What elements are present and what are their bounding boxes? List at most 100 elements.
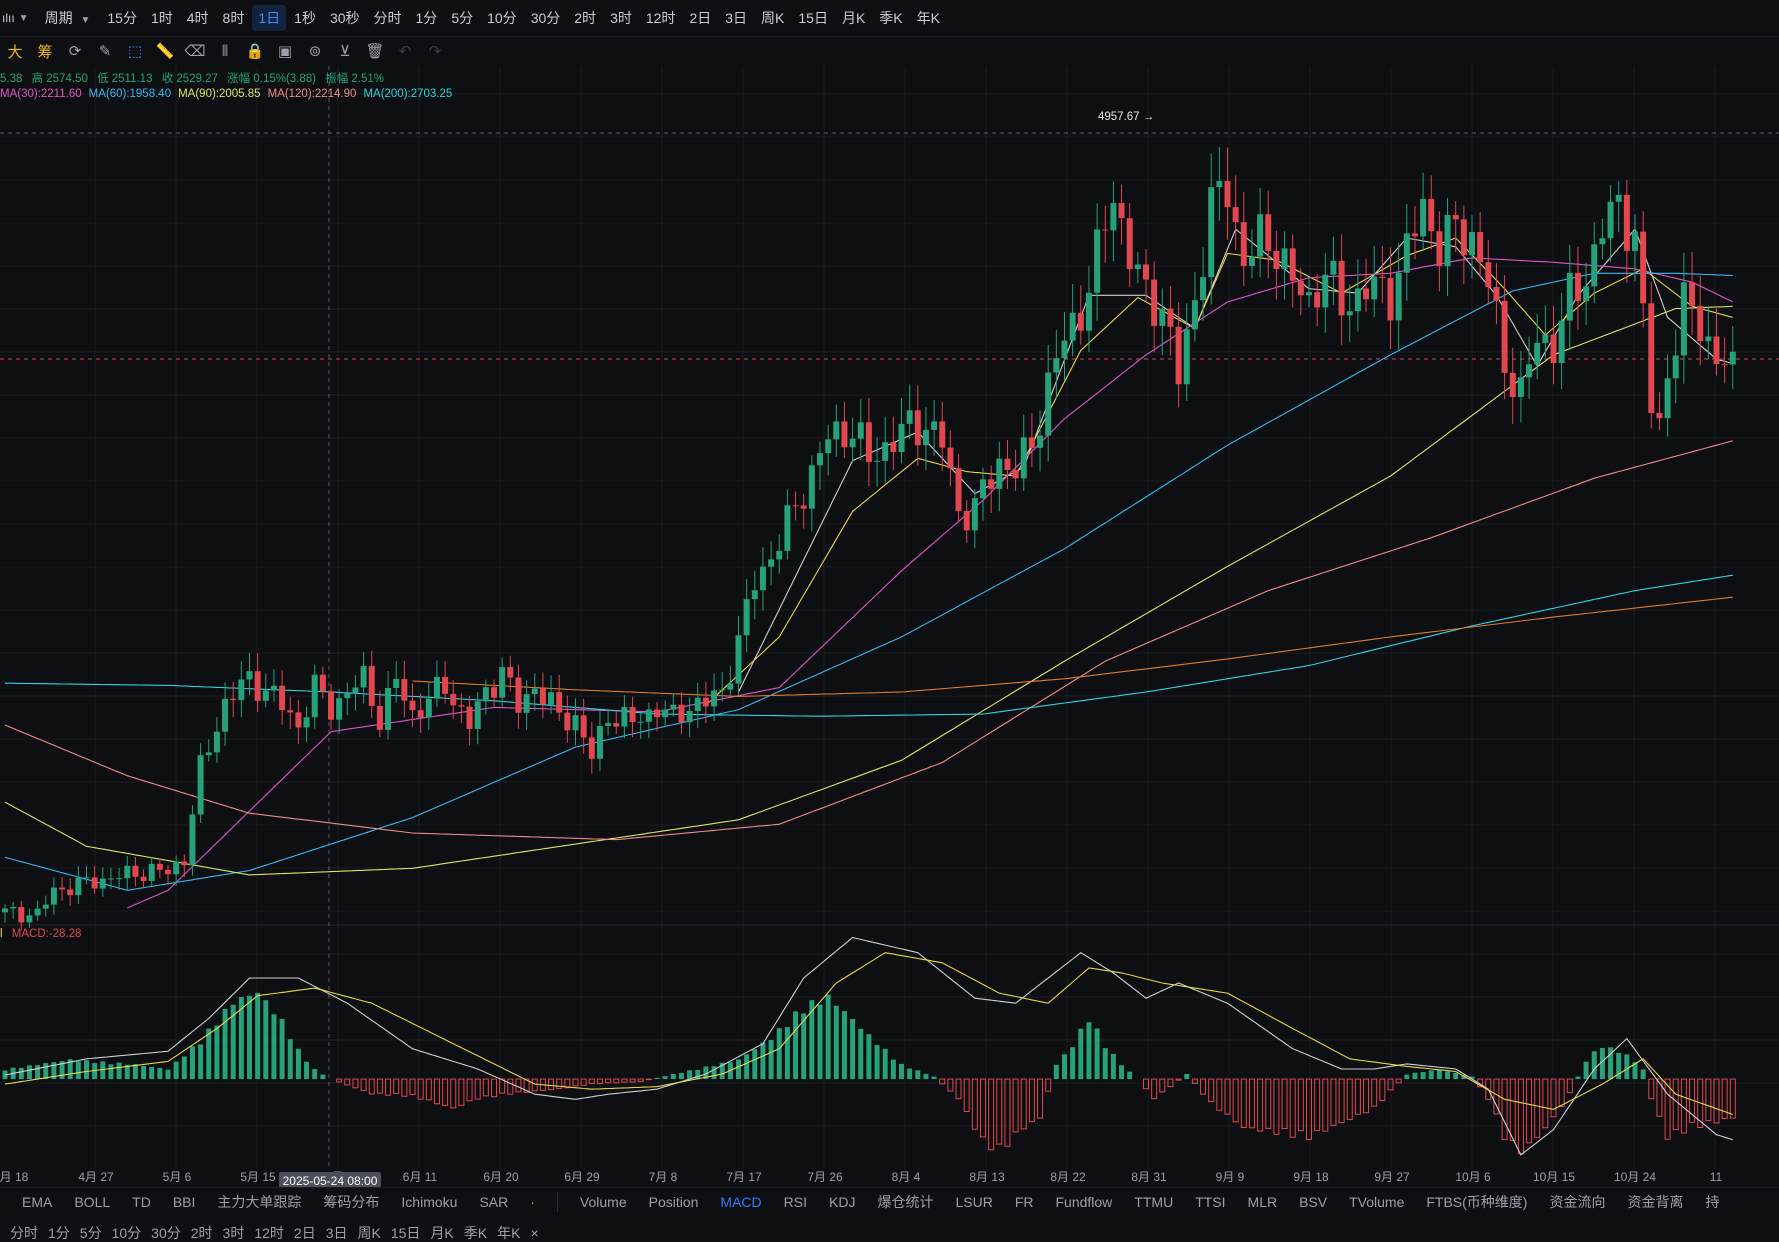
bottom-timeframe-5[interactable]: 2时 (190, 1225, 213, 1241)
lock-icon[interactable]: 🔒 (245, 43, 265, 60)
bottom-timeframe-2[interactable]: 5分 (79, 1225, 102, 1241)
bottom-timeframe-4[interactable]: 30分 (151, 1225, 181, 1241)
macd-bar (247, 995, 252, 1080)
candle (1183, 303, 1190, 401)
chevron-down-icon[interactable]: ▼ (18, 12, 29, 24)
indicator-tab-r1[interactable]: Position (648, 1194, 699, 1210)
indicator-tab-r9[interactable]: TTMU (1134, 1194, 1174, 1210)
timeframe-16[interactable]: 3日 (725, 10, 748, 26)
indicator-tab-5[interactable]: 筹码分布 (323, 1194, 380, 1210)
indicator-tab-r15[interactable]: 资金流向 (1549, 1194, 1606, 1210)
timeframe-8[interactable]: 1分 (415, 10, 438, 26)
macd-bar (1127, 1071, 1133, 1080)
indicator-tab-r8[interactable]: Fundflow (1055, 1194, 1113, 1210)
indicator-tab-r4[interactable]: KDJ (829, 1194, 856, 1210)
indicator-tab-4[interactable]: 主力大单跟踪 (217, 1194, 302, 1210)
indicator-tab-0[interactable]: EMA (22, 1194, 53, 1210)
macd-bar (1330, 1078, 1337, 1126)
timeframe-13[interactable]: 3时 (610, 10, 632, 26)
redo-icon[interactable]: ↷ (428, 43, 442, 60)
timeframe-19[interactable]: 月K (841, 10, 866, 26)
macd-bar (417, 1078, 424, 1100)
macd-bar (84, 1060, 89, 1080)
timeframe-1[interactable]: 1时 (150, 10, 173, 26)
bottom-timeframe-8[interactable]: 2日 (293, 1225, 316, 1241)
timeframe-14[interactable]: 12时 (645, 10, 676, 26)
period-dropdown[interactable]: 周期 ▼ (45, 8, 91, 28)
indicator-tab-r17[interactable]: 持 (1705, 1194, 1720, 1210)
sync-icon[interactable]: ⟳ (68, 43, 82, 60)
eraser-icon[interactable]: ⌫ (184, 43, 206, 60)
timeframe-11[interactable]: 30分 (530, 10, 561, 26)
macd-bar (214, 1025, 220, 1080)
timeframe-5[interactable]: 1秒 (294, 10, 316, 26)
bottom-timeframe-14[interactable]: 年K (497, 1225, 521, 1241)
tool-1[interactable]: 筹 (37, 43, 53, 61)
indicator-tab-r0[interactable]: Volume (579, 1194, 627, 1210)
filter-icon[interactable]: ⊻ (339, 43, 351, 60)
indicator-tab-r6[interactable]: LSUR (955, 1194, 993, 1210)
indicator-tab-r11[interactable]: MLR (1247, 1194, 1278, 1210)
macd-bar (1289, 1078, 1296, 1138)
pen-off-icon[interactable]: ✎ (98, 43, 112, 60)
bottom-timeframe-10[interactable]: 周K (357, 1225, 381, 1241)
indicator-tab-8[interactable]: · (530, 1194, 535, 1210)
ohlc-amplitude: 振幅 2.51% (325, 73, 385, 85)
bottom-timeframe-0[interactable]: 分时 (10, 1225, 38, 1241)
undo-icon[interactable]: ↶ (398, 43, 412, 60)
timeframe-2[interactable]: 4时 (186, 10, 209, 26)
cursor-icon[interactable]: ⬚ (127, 43, 143, 60)
indicator-tab-6[interactable]: Ichimoku (401, 1194, 458, 1210)
timeframe-17[interactable]: 周K (761, 10, 785, 26)
timeframe-21[interactable]: 年K (916, 10, 940, 26)
indicator-tab-r5[interactable]: 爆仓统计 (877, 1194, 934, 1210)
timeframe-20[interactable]: 季K (879, 10, 903, 26)
timeframe-4[interactable]: 1日 (252, 5, 287, 31)
indicator-tab-r14[interactable]: FTBS(币种维度) (1426, 1194, 1528, 1210)
timeframe-3[interactable]: 8时 (222, 10, 245, 26)
macd-bar (1713, 1078, 1720, 1124)
bottom-timeframe-11[interactable]: 15日 (390, 1225, 421, 1241)
bottom-timeframe-15[interactable]: × (530, 1225, 539, 1241)
bottom-timeframe-9[interactable]: 3日 (325, 1225, 348, 1241)
indicator-tab-r10[interactable]: TTSI (1195, 1194, 1226, 1210)
timeframe-0[interactable]: 15分 (107, 10, 137, 26)
indicator-tab-3[interactable]: BBI (172, 1194, 196, 1210)
indicator-tab-1[interactable]: BOLL (74, 1194, 111, 1210)
magnet-icon[interactable]: ⊚ (308, 43, 322, 60)
macd-bar (1338, 1078, 1345, 1124)
indicator-tab-r3[interactable]: RSI (783, 1194, 807, 1210)
bottom-timeframe-7[interactable]: 12时 (254, 1225, 284, 1241)
bottom-timeframe-6[interactable]: 3时 (222, 1225, 245, 1241)
bottom-timeframe-1[interactable]: 1分 (48, 1225, 70, 1241)
indicator-tab-r13[interactable]: TVolume (1349, 1194, 1405, 1210)
macd-bar (100, 1061, 106, 1080)
tool-0[interactable]: 大 (7, 43, 23, 61)
indicator-tab-r12[interactable]: BSV (1299, 1194, 1328, 1210)
indicator-tab-r7[interactable]: FR (1014, 1194, 1034, 1210)
macd-bar (67, 1059, 73, 1080)
timeframe-10[interactable]: 10分 (487, 10, 517, 26)
bottom-timeframe-3[interactable]: 10分 (111, 1225, 142, 1241)
timeframe-12[interactable]: 2时 (574, 10, 597, 26)
timeframe-9[interactable]: 5分 (451, 10, 474, 26)
screenshot-icon[interactable]: ▣ (277, 43, 293, 60)
timeframe-6[interactable]: 30秒 (329, 10, 360, 26)
bottom-timeframe-12[interactable]: 月K (430, 1225, 454, 1241)
indicator-tab-r16[interactable]: 资金背离 (1627, 1194, 1684, 1210)
timeframe-18[interactable]: 15日 (798, 10, 828, 26)
indicator-tab-r2[interactable]: MACD (720, 1194, 762, 1210)
indicator-tab-7[interactable]: SAR (479, 1194, 509, 1210)
indicator-tab-2[interactable]: TD (132, 1194, 151, 1210)
measure-icon[interactable]: ⫴ (221, 42, 229, 60)
timeframe-7[interactable]: 分时 (373, 10, 402, 26)
ruler-icon[interactable]: 📏 (155, 43, 175, 60)
bottom-timeframe-13[interactable]: 季K (463, 1225, 488, 1241)
macd-bar (263, 1000, 269, 1080)
trash-icon[interactable]: 🗑 (365, 43, 385, 60)
macd-bar (1200, 1078, 1207, 1095)
chart-type-icon[interactable]: ılıı (2, 11, 15, 25)
macd-bar (955, 1078, 962, 1100)
timeframe-15[interactable]: 2日 (689, 10, 712, 26)
